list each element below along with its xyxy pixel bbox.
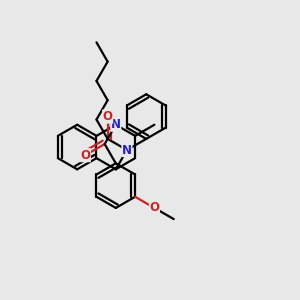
Text: O: O [103, 110, 112, 123]
Text: O: O [149, 201, 159, 214]
Text: O: O [80, 149, 90, 162]
Text: N: N [122, 143, 132, 157]
Text: N: N [111, 118, 121, 131]
